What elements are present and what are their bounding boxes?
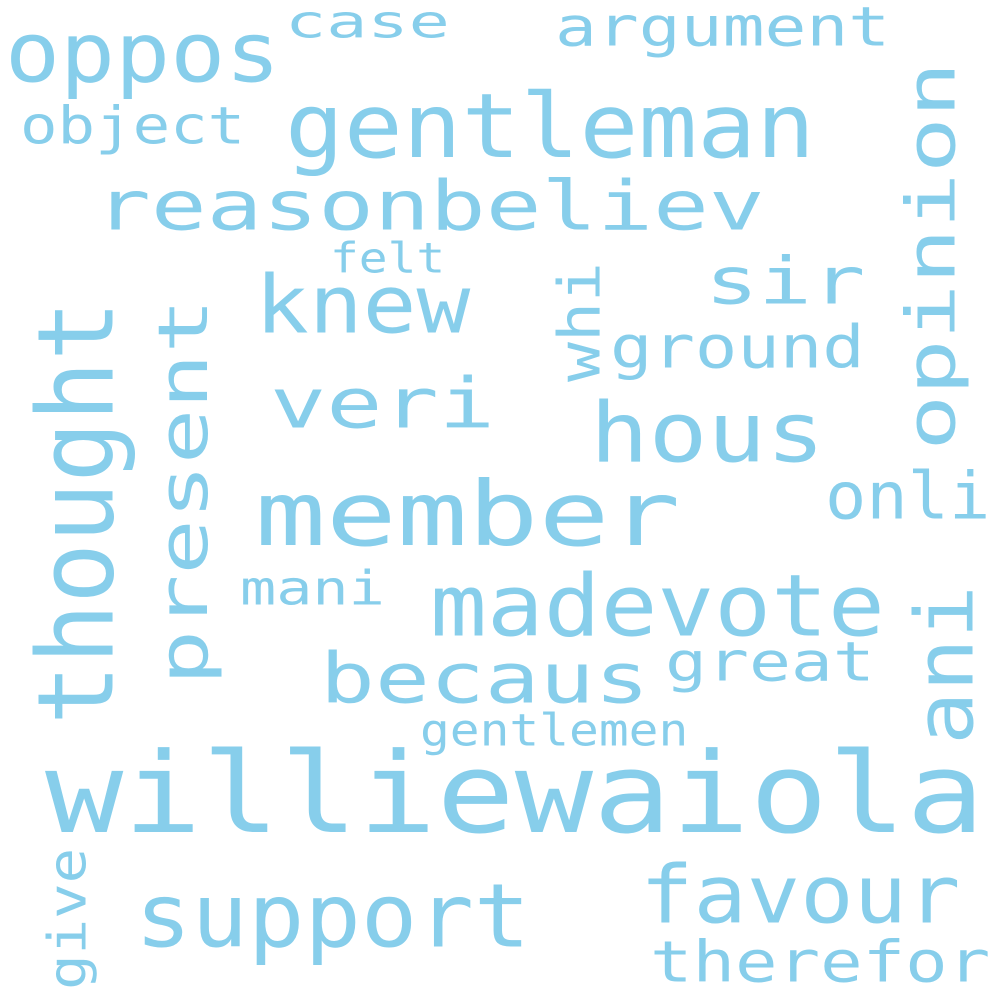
- word-give: give: [37, 847, 99, 990]
- word-support: support: [134, 864, 531, 968]
- word-present: present: [143, 298, 224, 686]
- word-whi: whi: [546, 261, 614, 382]
- word-williewaiola: williewaiola: [45, 728, 985, 859]
- word-knew: knew: [254, 258, 471, 352]
- word-ground: ground: [610, 312, 865, 382]
- word-case: case: [285, 0, 450, 49]
- word-oppos: oppos: [4, 4, 281, 102]
- word-gentleman: gentleman: [284, 74, 816, 179]
- word-hous: hous: [590, 384, 825, 482]
- word-favour: favour: [639, 848, 961, 942]
- word-thought: thought: [16, 300, 139, 725]
- word-reasonbeliev: reasonbeliev: [95, 166, 765, 246]
- word-ani: ani: [898, 585, 992, 745]
- word-veri: veri: [269, 364, 496, 445]
- word-becaus: becaus: [320, 639, 650, 720]
- word-object: object: [19, 95, 246, 156]
- word-therefor: therefor: [649, 929, 991, 996]
- word-argument: argument: [554, 0, 891, 59]
- word-great: great: [665, 629, 875, 694]
- word-sir: sir: [704, 244, 866, 320]
- word-member: member: [254, 462, 681, 567]
- word-felt: felt: [329, 234, 446, 283]
- word-onli: onli: [824, 459, 991, 535]
- word-mani: mani: [240, 560, 385, 616]
- word-gentlemen: gentlemen: [419, 704, 689, 756]
- word-opinion: opinion: [892, 61, 971, 451]
- word-madevote: madevote: [430, 557, 885, 657]
